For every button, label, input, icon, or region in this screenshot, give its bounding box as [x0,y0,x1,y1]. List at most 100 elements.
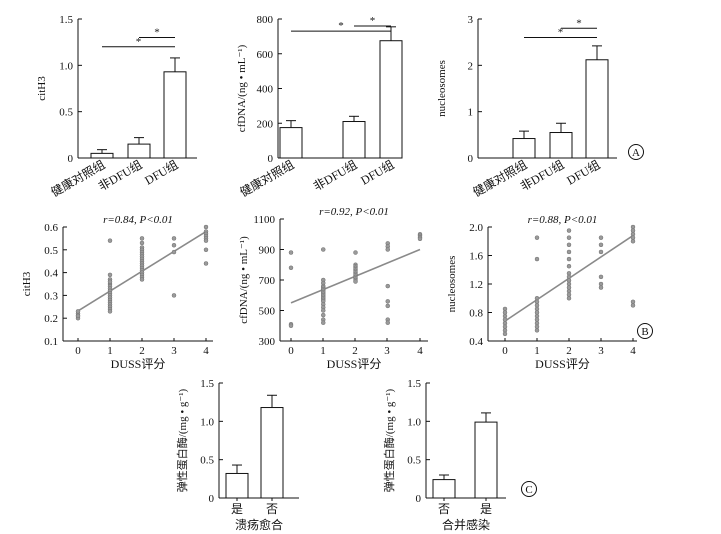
panel-label-a-text: A [632,147,640,159]
significance-star-1: * [370,15,376,27]
x-tick-label: 否 [266,502,278,516]
bar-2 [163,71,187,159]
significance-star-1: * [576,17,582,29]
y-tick-label: 0 [416,493,422,505]
x-tick-label: 健康对照组 [470,157,529,200]
y-tick-label: 1.0 [59,60,73,72]
x-tick-label: 1 [107,345,113,357]
x-axis-label: DUSS评分 [111,357,166,371]
y-tick-label: 0 [268,153,274,165]
data-point-20 [107,309,113,314]
data-point-42 [171,293,177,298]
bar-0 [90,152,114,159]
data-point-40 [385,283,390,289]
chart-b3: 0.4 0.8 1.2 1.6 2.0 nucleosomes 0 1 2 3 4 DUSS评分 r=0… [446,214,637,371]
y-tick-label: 1.5 [407,378,421,390]
x-tick-label: 4 [203,345,209,357]
data-point-22 [139,236,145,241]
y-tick-label: 1.0 [200,416,214,428]
data-point-4 [75,313,81,319]
bar-0 [432,479,456,499]
bar-2 [585,59,609,159]
data-point-48 [417,236,423,242]
data-point-34 [598,235,604,240]
bar-1 [549,132,573,159]
bar-1 [474,421,498,499]
y-tick-label: 2 [468,60,474,72]
data-point-21 [566,235,572,240]
data-point-7 [502,331,508,337]
y-tick-label: 1100 [253,214,275,226]
data-point-20 [321,308,326,313]
data-point-44 [630,239,636,244]
chart-b1: 0.1 0.2 0.3 0.4 0.5 0.6 citH3 0 1 2 3 4 DUSS评分 r=0.84… [21,214,213,371]
data-point-9 [534,256,540,262]
y-tick-label: 0.6 [44,222,58,234]
data-point-35 [598,242,604,248]
y-axis-label: 弹性蛋白酶/(mg • g⁻¹) [175,388,189,492]
y-axis-label: cfDNA/(ng • mL⁻¹) [238,236,250,324]
x-tick-label: 3 [384,345,390,357]
bar-1 [342,121,366,159]
data-point-3 [288,323,294,328]
data-point-41 [171,249,177,255]
y-tick-label: 1 [468,107,474,119]
y-tick-label: 0.5 [407,455,421,467]
y-tick-label: 0.4 [44,268,58,280]
panel-label-c: C [521,481,537,497]
y-axis-label: nucleosomes [436,60,448,117]
y-axis-label: nucleosomes [446,256,458,313]
y-tick-label: 1.0 [407,416,421,428]
data-point-39 [385,247,390,252]
y-axis-label: citH3 [21,271,33,296]
correlation-annotation: r=0.92, P<0.01 [319,206,389,218]
bar-0 [225,472,249,499]
y-tick-label: 2.0 [469,222,483,234]
y-tick-label: 1.5 [200,378,214,390]
data-point-23 [321,320,326,325]
x-tick-label: DFU组 [142,157,180,187]
y-axis-label: cfDNA/(ng • mL⁻¹) [236,44,248,132]
x-axis-label: DUSS评分 [327,357,382,371]
data-point-3 [75,309,81,314]
x-tick-label: 4 [630,345,636,357]
panel-label-c-text: C [525,484,532,496]
y-tick-label: 700 [259,275,276,287]
x-tick-label: 健康对照组 [48,157,107,200]
data-point-50 [203,261,209,266]
x-tick-label: 是 [231,502,243,516]
y-tick-label: 0 [209,493,215,505]
data-point-49 [203,247,209,253]
data-point-21 [321,312,326,318]
y-tick-label: 400 [257,84,274,96]
data-point-0 [288,250,294,255]
data-point-39 [171,236,177,241]
data-point-20 [566,228,572,233]
x-tick-label: 3 [598,345,604,357]
x-tick-label: 非DFU组 [311,157,360,193]
data-point-33 [566,296,572,301]
data-point-21 [107,279,113,284]
x-tick-label: 2 [566,345,572,357]
y-axis-label: 弹性蛋白酶/(mg • g⁻¹) [382,388,396,492]
bar-1 [260,407,284,499]
data-point-37 [598,274,604,280]
data-point-5 [107,238,113,243]
data-point-41 [385,299,390,304]
y-tick-label: 0.4 [469,336,483,348]
x-tick-label: 3 [171,345,177,357]
panel-label-b-text: B [641,326,648,338]
data-point-42 [385,303,390,309]
data-point-8 [534,235,540,240]
y-tick-label: 0 [68,153,74,165]
y-tick-label: 500 [259,306,276,318]
data-point-39 [598,285,604,290]
x-tick-label: 4 [417,345,423,357]
bar-0 [512,138,536,159]
panel-label-b: B [637,323,653,339]
y-tick-label: 0.2 [44,313,58,325]
data-point-1 [288,265,294,271]
y-tick-label: 0.5 [200,455,214,467]
